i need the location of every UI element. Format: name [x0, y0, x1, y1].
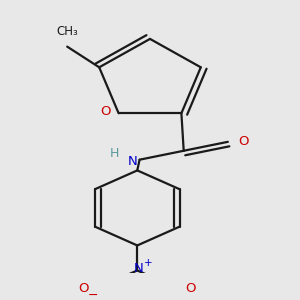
Text: O: O — [100, 105, 111, 118]
Text: O: O — [185, 282, 196, 295]
Text: +: + — [144, 258, 153, 268]
Text: O: O — [79, 282, 89, 295]
Text: −: − — [88, 289, 98, 300]
Text: N: N — [128, 155, 137, 168]
Text: CH₃: CH₃ — [56, 25, 78, 38]
Text: N: N — [134, 262, 143, 275]
Text: H: H — [110, 147, 119, 160]
Text: O: O — [238, 135, 248, 148]
